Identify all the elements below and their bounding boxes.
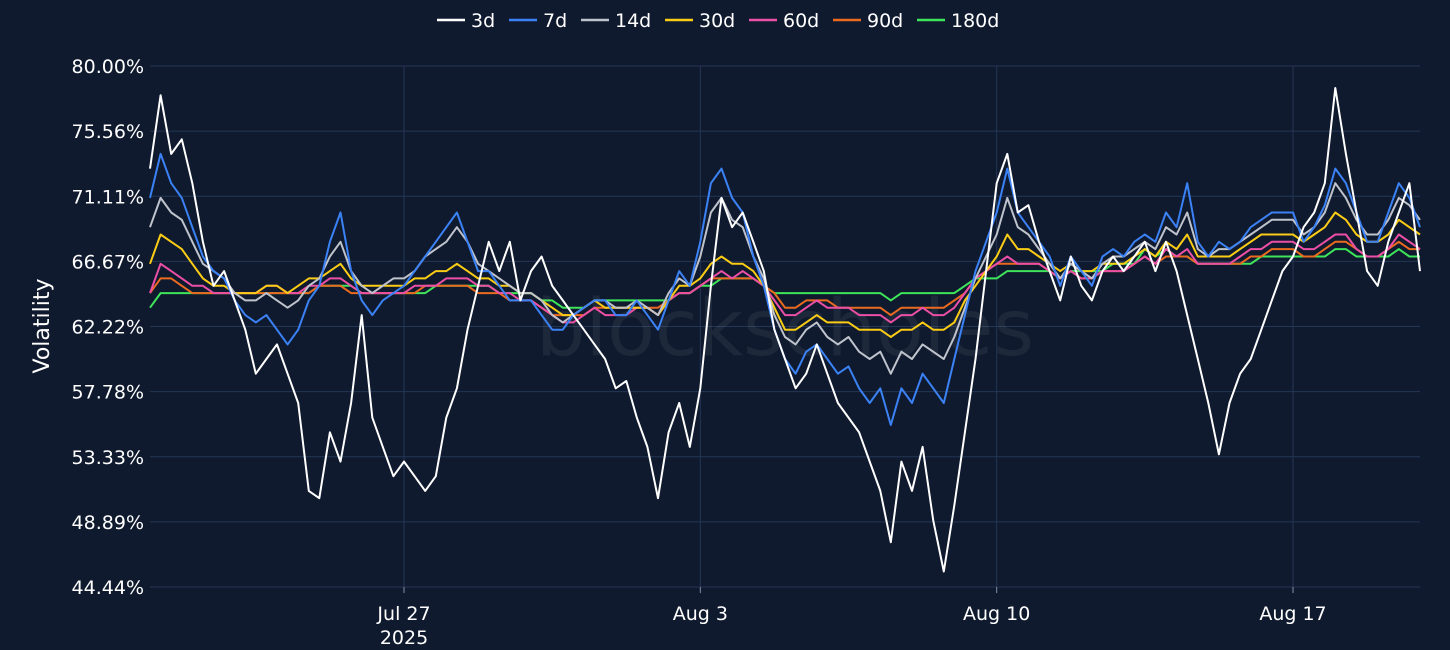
legend-label-14d: 14d bbox=[615, 10, 651, 32]
x-tick-label: Aug 17 bbox=[1259, 603, 1326, 625]
series-line-3d bbox=[149, 87, 1421, 573]
x-tick-sublabel: 2025 bbox=[380, 627, 428, 649]
legend-label-90d: 90d bbox=[867, 10, 903, 32]
y-tick-label: 75.56% bbox=[72, 121, 144, 143]
series-lines bbox=[149, 87, 1421, 573]
legend-label-180d: 180d bbox=[951, 10, 999, 32]
y-tick-label: 62.22% bbox=[72, 317, 144, 339]
grid bbox=[150, 65, 1420, 588]
y-tick-label: 71.11% bbox=[72, 186, 144, 208]
y-tick-label: 53.33% bbox=[72, 447, 144, 469]
y-tick-label: 80.00% bbox=[72, 56, 144, 78]
legend: 3d 7d 14d 30d 60d 90d 180d bbox=[437, 10, 999, 32]
series-line-60d bbox=[149, 233, 1421, 324]
legend-label-7d: 7d bbox=[543, 10, 567, 32]
legend-label-3d: 3d bbox=[471, 10, 495, 32]
y-tick-label: 57.78% bbox=[72, 382, 144, 404]
legend-label-60d: 60d bbox=[783, 10, 819, 32]
x-tick-label: Aug 3 bbox=[673, 603, 728, 625]
legend-label-30d: 30d bbox=[699, 10, 735, 32]
y-tick-label: 66.67% bbox=[72, 251, 144, 273]
y-tick-label: 44.44% bbox=[72, 577, 144, 599]
x-tick-label: Aug 10 bbox=[963, 603, 1030, 625]
y-tick-label: 48.89% bbox=[72, 512, 144, 534]
y-axis-title: Volatility bbox=[30, 278, 55, 373]
x-tick-label: Jul 27 bbox=[376, 603, 430, 625]
y-axis: 80.00% 75.56% 71.11% 66.67% 62.22% 57.78% 53.3… bbox=[72, 56, 144, 599]
